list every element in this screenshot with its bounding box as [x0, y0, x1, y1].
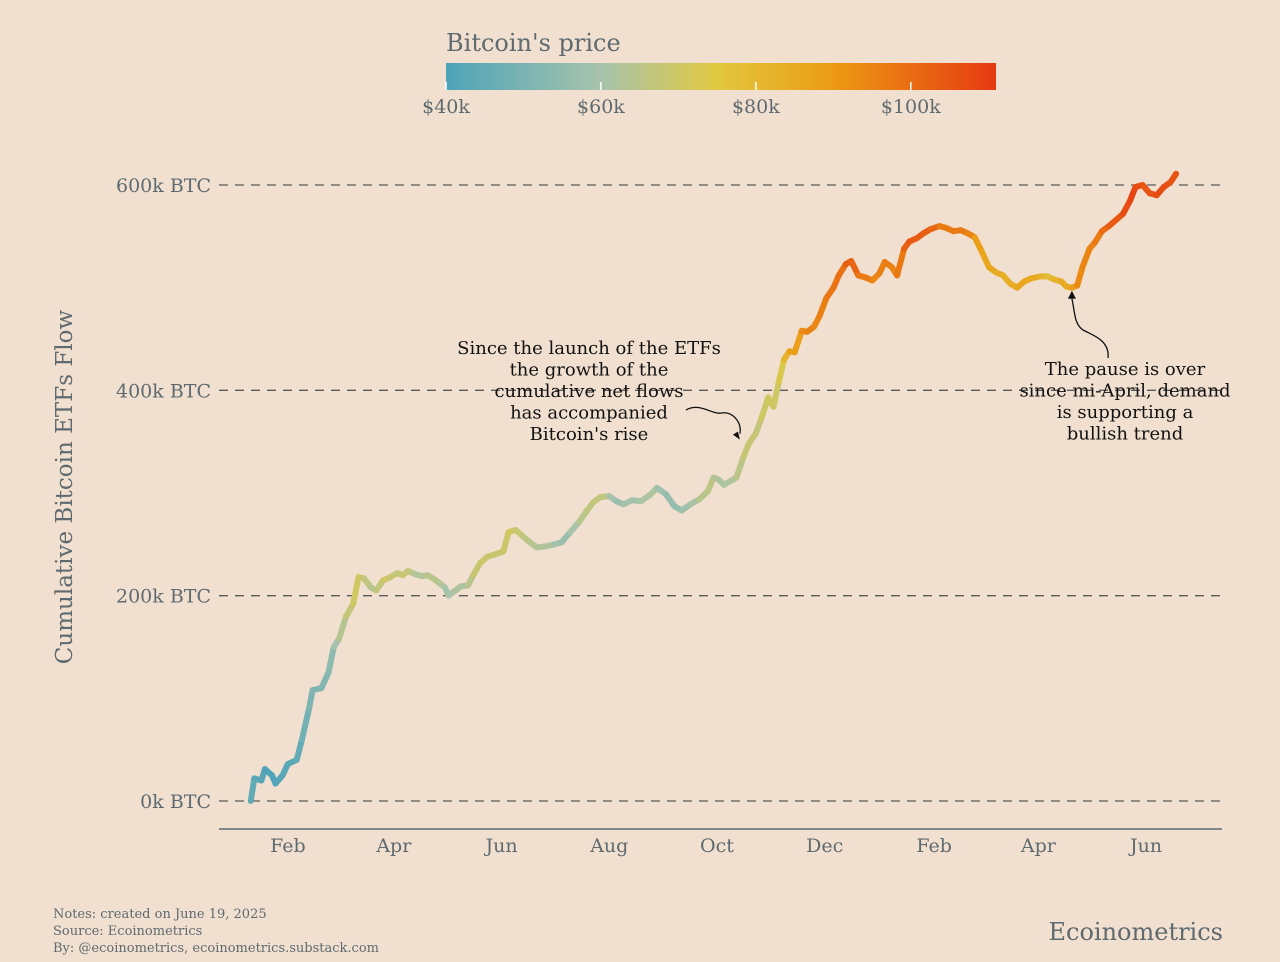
x-tick-label: Feb	[270, 835, 306, 857]
y-tick-labels: 0k BTC 200k BTC 400k BTC 600k BTC	[116, 175, 211, 813]
brand-logo-text: Ecoinometrics	[1048, 918, 1223, 946]
colorbar-tick-label: $40k	[422, 96, 470, 118]
y-tick-label: 200k BTC	[116, 586, 211, 608]
x-tick-label: Feb	[916, 835, 952, 857]
x-tick-label: Dec	[806, 835, 843, 857]
colorbar-tick-label: $60k	[577, 96, 625, 118]
colorbar-title: Bitcoin's price	[446, 29, 621, 57]
notes-text: Notes: created on June 19, 2025	[53, 907, 267, 922]
colorbar-gradient-bar	[446, 63, 996, 90]
x-tick-label: Jun	[1128, 835, 1162, 857]
line-segment	[306, 687, 316, 712]
x-tick-label: Apr	[375, 835, 412, 857]
line-segment	[298, 705, 313, 743]
annotation-text-pause-over: since mi-April, demand	[1019, 381, 1230, 402]
y-tick-label: 600k BTC	[116, 175, 211, 197]
byline-text: By: @ecoinometrics, ecoinometrics.substa…	[53, 941, 379, 956]
annotation-text-etf-launch: has accompanied	[510, 403, 668, 424]
colorbar-legend: Bitcoin's price $40k $60k $80k $100k	[422, 29, 996, 118]
x-tick-label: Oct	[700, 835, 734, 857]
x-tick-label: Aug	[589, 835, 628, 857]
y-tick-label: 0k BTC	[140, 791, 211, 813]
footer-notes: Notes: created on June 19, 2025 Source: …	[53, 906, 379, 957]
line-segment	[1074, 264, 1086, 289]
annotation-arrow-etf-launch	[685, 406, 741, 434]
line-segment	[775, 356, 788, 386]
y-tick-label: 400k BTC	[116, 380, 211, 402]
annotation-text-pause-over: is supporting a	[1057, 402, 1194, 423]
colorbar-tick-label: $80k	[732, 96, 780, 118]
line-segment	[500, 529, 512, 555]
annotation-text-pause-over: bullish trend	[1067, 424, 1184, 445]
y-gridlines	[219, 184, 1220, 802]
line-segment	[770, 379, 782, 410]
line-segment	[894, 245, 908, 279]
annotation-arrowhead-pause-over	[1067, 290, 1076, 299]
annotation-text-pause-over: The pause is over	[1045, 359, 1206, 380]
colorbar-ticks: $40k $60k $80k $100k	[422, 82, 941, 118]
line-segment	[293, 736, 305, 763]
annotation-text-etf-launch: Since the launch of the ETFs	[457, 338, 721, 359]
line-segment	[791, 327, 805, 356]
y-axis-title: Cumulative Bitcoin ETFs Flow	[52, 310, 78, 665]
source-text: Source: Ecoinometrics	[53, 924, 203, 939]
colorbar-tick-label: $100k	[881, 96, 941, 118]
line-segment	[325, 644, 337, 676]
annotation-arrow-pause-over	[1071, 298, 1109, 359]
line-segment	[1167, 170, 1180, 185]
annotation-text-etf-launch: Bitcoin's rise	[530, 424, 649, 445]
line-segment	[336, 613, 350, 642]
line-segment	[1079, 245, 1093, 271]
line-segment	[350, 574, 362, 607]
x-tick-label: Apr	[1020, 835, 1057, 857]
x-tick-label: Jun	[483, 835, 517, 857]
line-segment	[816, 294, 830, 320]
x-tick-labels: Feb Apr Jun Aug Oct Dec Feb Apr Jun	[270, 835, 1162, 857]
annotation-text-etf-launch: the growth of the	[510, 360, 669, 381]
annotation-arrowhead-etf-launch	[732, 431, 740, 440]
cumulative-flow-line	[247, 170, 1180, 804]
line-segment	[247, 775, 258, 804]
line-segment	[733, 454, 747, 481]
annotation-text-etf-launch: cumulative net flows	[494, 381, 683, 402]
